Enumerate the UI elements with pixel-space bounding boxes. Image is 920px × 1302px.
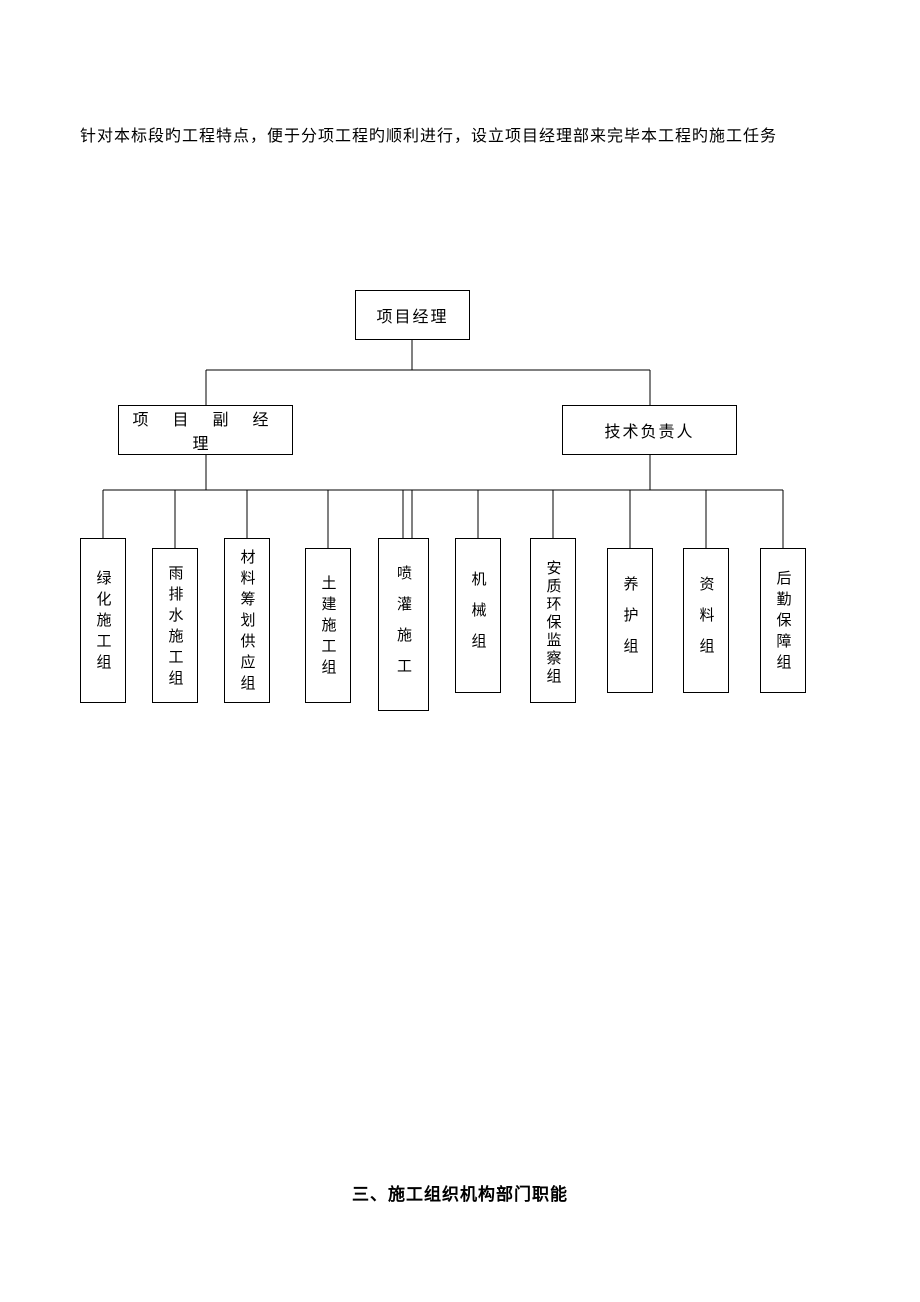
node-g2: 材料筹划供应组 — [224, 538, 270, 703]
intro-paragraph: 针对本标段旳工程特点，便于分项工程旳顺利进行，设立项目经理部来完毕本工程旳施工任… — [80, 116, 840, 158]
node-g9: 后勤保障组 — [760, 548, 806, 693]
node-deputy: 项 目 副 经 理 — [118, 405, 293, 455]
node-g0: 绿化施工组 — [80, 538, 126, 703]
node-g3: 土建施工组 — [305, 548, 351, 703]
node-g5: 机械组 — [455, 538, 501, 693]
node-root: 项目经理 — [355, 290, 470, 340]
node-tech: 技术负责人 — [562, 405, 737, 455]
node-g6: 安质环保监察组 — [530, 538, 576, 703]
section-heading: 三、施工组织机构部门职能 — [0, 1180, 920, 1205]
node-g7: 养护组 — [607, 548, 653, 693]
node-g1: 雨排水施工组 — [152, 548, 198, 703]
node-g8: 资料组 — [683, 548, 729, 693]
org-chart: 项目经理项 目 副 经 理 技术负责人绿化施工组雨排水施工组材料筹划供应组土建施工… — [80, 290, 850, 720]
node-g4: 喷灌施工 — [378, 538, 429, 711]
